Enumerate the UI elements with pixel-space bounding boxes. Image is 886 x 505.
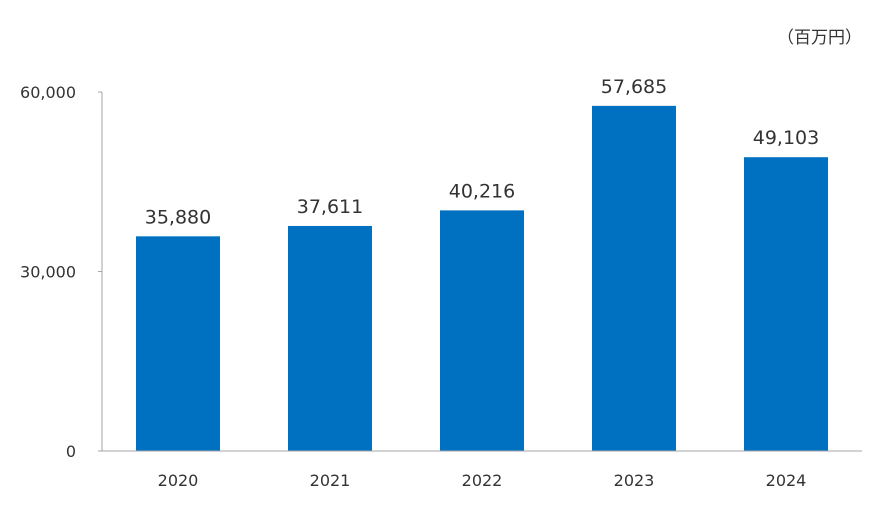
bar-2024 — [744, 157, 828, 451]
data-labels: 35,880 37,611 40,216 57,685 49,103 — [145, 76, 819, 228]
y-axis-ticks: 0 30,000 60,000 — [20, 83, 102, 461]
data-label-2023: 57,685 — [601, 76, 667, 98]
data-label-2020: 35,880 — [145, 206, 211, 228]
data-label-2024: 49,103 — [753, 127, 819, 149]
y-tick-label: 60,000 — [20, 83, 76, 102]
bar-2022 — [440, 210, 524, 451]
unit-label: （百万円） — [777, 28, 862, 48]
x-tick-label-2020: 2020 — [158, 471, 199, 490]
x-tick-label-2024: 2024 — [766, 471, 807, 490]
data-label-2021: 37,611 — [297, 196, 363, 218]
bars-group — [136, 105, 828, 452]
data-label-2022: 40,216 — [449, 180, 515, 202]
y-tick-label: 0 — [66, 442, 76, 461]
x-tick-label-2021: 2021 — [310, 471, 351, 490]
x-tick-label-2022: 2022 — [462, 471, 503, 490]
x-axis-ticks: 2020 2021 2022 2023 2024 — [158, 471, 807, 490]
y-tick-label: 30,000 — [20, 263, 76, 282]
bar-2021 — [288, 225, 372, 451]
x-tick-label-2023: 2023 — [614, 471, 655, 490]
bar-2023 — [592, 105, 676, 452]
bar-2020 — [136, 236, 220, 451]
